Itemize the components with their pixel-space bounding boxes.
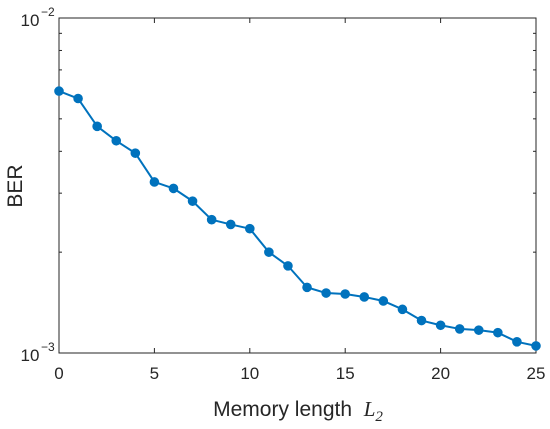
y-tick-label: 10 xyxy=(21,346,40,365)
data-point xyxy=(149,177,160,187)
data-point xyxy=(245,223,255,234)
data-point xyxy=(92,121,102,132)
data-point xyxy=(225,219,236,230)
data-point xyxy=(187,196,198,206)
data-point xyxy=(397,304,408,315)
x-tick-label: 5 xyxy=(150,364,159,383)
data-point xyxy=(302,282,312,293)
data-point xyxy=(168,183,179,194)
x-tick-label: 15 xyxy=(336,364,355,383)
data-point xyxy=(435,320,446,331)
plot-area xyxy=(58,17,537,354)
data-point xyxy=(206,214,217,225)
axis-ticks xyxy=(58,17,537,354)
data-point xyxy=(73,93,83,104)
data-point xyxy=(416,315,427,326)
x-axis-label: Memory length L2 xyxy=(213,397,383,425)
x-tick-label: 10 xyxy=(240,364,259,383)
x-tick-label: 25 xyxy=(527,364,546,383)
data-point xyxy=(54,86,64,96)
y-axis-label: BER xyxy=(4,164,27,207)
data-point xyxy=(264,247,274,257)
x-tick-label: 20 xyxy=(431,364,450,383)
data-point xyxy=(473,325,484,335)
data-point xyxy=(130,148,141,158)
data-point xyxy=(283,261,293,271)
x-tick-label: 0 xyxy=(54,364,63,383)
series-layer xyxy=(54,86,541,351)
data-point xyxy=(340,289,351,299)
y-tick-exponent: −3 xyxy=(41,340,55,354)
y-tick-label: 10 xyxy=(21,11,40,30)
data-point xyxy=(454,324,465,334)
data-point xyxy=(493,327,503,338)
data-point xyxy=(378,296,389,306)
data-point xyxy=(111,135,122,146)
data-point xyxy=(359,292,370,302)
data-point xyxy=(321,288,331,298)
data-point xyxy=(531,341,541,351)
data-point xyxy=(512,337,522,347)
y-tick-exponent: −2 xyxy=(41,5,55,19)
